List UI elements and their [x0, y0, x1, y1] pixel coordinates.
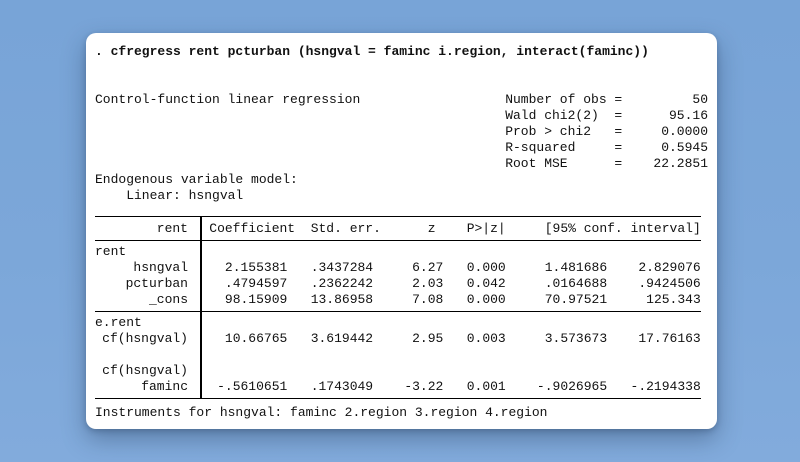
- ci-lower: 3.573673: [544, 331, 608, 346]
- col-z: z: [427, 221, 436, 236]
- ci-upper: 125.343: [646, 292, 701, 307]
- variable-label: cf(hsngval): [102, 331, 188, 346]
- ci-upper: 17.76163: [638, 331, 701, 346]
- equals-sign: =: [614, 124, 623, 139]
- instruments-note: Instruments for hsngval: faminc 2.region…: [95, 405, 548, 420]
- equation-label: cf(hsngval): [102, 363, 188, 378]
- table-rule-header: [95, 240, 701, 241]
- coef-value: 98.15909: [224, 292, 288, 307]
- table-row-cons: _cons 98.15909 13.86958 7.08 0.000 70.97521 1…: [95, 292, 701, 308]
- table-row-hsngval: hsngval 2.155381 .3437284 6.27 0.000 1.48168…: [95, 260, 701, 276]
- variable-label: hsngval: [133, 260, 188, 275]
- table-rule-section: [95, 311, 701, 312]
- table-row-pcturban: pcturban .4794597 .2362242 2.03 0.042 .01646…: [95, 276, 701, 292]
- ci-lower: -.9026965: [536, 379, 608, 394]
- ci-lower: 1.481686: [544, 260, 608, 275]
- p-value: 0.001: [466, 379, 506, 394]
- ci-lower: 70.97521: [544, 292, 608, 307]
- table-vertical-divider: [200, 216, 202, 399]
- variable-label: pcturban: [125, 276, 188, 291]
- table-row-faminc: faminc -.5610651 .1743049 -3.22 0.001 -.9026…: [95, 379, 701, 395]
- endogenous-model-header: Endogenous variable model:: [95, 172, 298, 187]
- z-value: 7.08: [412, 292, 444, 307]
- equals-sign: =: [614, 108, 623, 123]
- col-conf-interval: [95% conf. interval]: [544, 221, 701, 236]
- ci-upper: 2.829076: [638, 260, 701, 275]
- col-p-value: P>|z|: [466, 221, 506, 236]
- se-value: .3437284: [310, 260, 374, 275]
- table-row-group-e-rent: e.rent: [95, 315, 701, 331]
- table-rule-top: [95, 216, 701, 217]
- se-value: .2362242: [310, 276, 374, 291]
- equals-sign: =: [614, 140, 623, 155]
- se-value: .1743049: [310, 379, 374, 394]
- col-coefficient: Coefficient: [209, 221, 296, 236]
- stat-label: Prob > chi2: [505, 124, 592, 139]
- coef-value: 2.155381: [224, 260, 288, 275]
- se-value: 13.86958: [310, 292, 374, 307]
- results-header: Control-function linear regression Numbe…: [95, 92, 708, 172]
- stat-value: 22.2851: [653, 156, 708, 171]
- table-row-blank: [95, 347, 701, 363]
- table-rule-bottom: [95, 398, 701, 399]
- coef-value: .4794597: [224, 276, 288, 291]
- stat-value: 0.5945: [661, 140, 708, 155]
- coef-value: -.5610651: [217, 379, 288, 394]
- model-title: Control-function linear regression: [95, 92, 361, 107]
- col-std-err: Std. err.: [310, 221, 381, 236]
- p-value: 0.000: [466, 292, 506, 307]
- equals-sign: =: [614, 156, 623, 171]
- equation-label: e.rent: [95, 315, 142, 330]
- z-value: 2.03: [412, 276, 444, 291]
- table-column-headers: Coefficient Std. err. z P>|z| [95% conf. int…: [200, 217, 701, 240]
- table-row-group-cf-hsngval: cf(hsngval): [95, 363, 701, 379]
- ci-lower: .0164688: [544, 276, 608, 291]
- z-value: 2.95: [412, 331, 444, 346]
- ci-upper: -.2194338: [630, 379, 701, 394]
- stat-label: Root MSE: [505, 156, 568, 171]
- stat-value: 50: [692, 92, 708, 107]
- variable-label: faminc: [141, 379, 188, 394]
- table-depvar-label: rent: [156, 221, 188, 236]
- stat-label: Number of obs: [505, 92, 607, 107]
- results-table: rent Coefficient Std. err. z P>|z| [95% conf…: [95, 216, 701, 399]
- stat-root-mse: Root MSE = 22.2851: [505, 156, 708, 172]
- command-line: . cfregress rent pcturban (hsngval = fam…: [95, 44, 649, 59]
- table-header-row: rent Coefficient Std. err. z P>|z| [95% conf…: [95, 217, 701, 240]
- stat-wald-chi2: Wald chi2(2) = 95.16: [505, 108, 708, 124]
- stat-value: 95.16: [668, 108, 708, 123]
- se-value: 3.619442: [310, 331, 374, 346]
- stat-r-squared: R-squared = 0.5945: [505, 140, 708, 156]
- z-value: 6.27: [412, 260, 444, 275]
- equals-sign: =: [614, 92, 623, 107]
- endogenous-model-detail: Linear: hsngval: [95, 188, 244, 203]
- coef-value: 10.66765: [224, 331, 288, 346]
- table-row-cf-hsngval: cf(hsngval) 10.66765 3.619442 2.95 0.003 3.5…: [95, 331, 701, 347]
- p-value: 0.042: [466, 276, 506, 291]
- stat-label: Wald chi2(2): [505, 108, 599, 123]
- stat-prob-chi2: Prob > chi2 = 0.0000: [505, 124, 708, 140]
- variable-label: _cons: [148, 292, 188, 307]
- fit-statistics: Number of obs = 50 Wald chi2(2) = 95.16 Prob…: [505, 92, 708, 172]
- table-row-group-rent: rent: [95, 244, 701, 260]
- ci-upper: .9424506: [638, 276, 701, 291]
- stat-number-of-obs: Number of obs = 50: [505, 92, 708, 108]
- z-value: -3.22: [404, 379, 444, 394]
- stat-label: R-squared: [505, 140, 576, 155]
- stat-value: 0.0000: [661, 124, 708, 139]
- stata-output-window: . cfregress rent pcturban (hsngval = fam…: [86, 33, 717, 429]
- equation-label: rent: [95, 244, 127, 259]
- p-value: 0.003: [466, 331, 506, 346]
- p-value: 0.000: [466, 260, 506, 275]
